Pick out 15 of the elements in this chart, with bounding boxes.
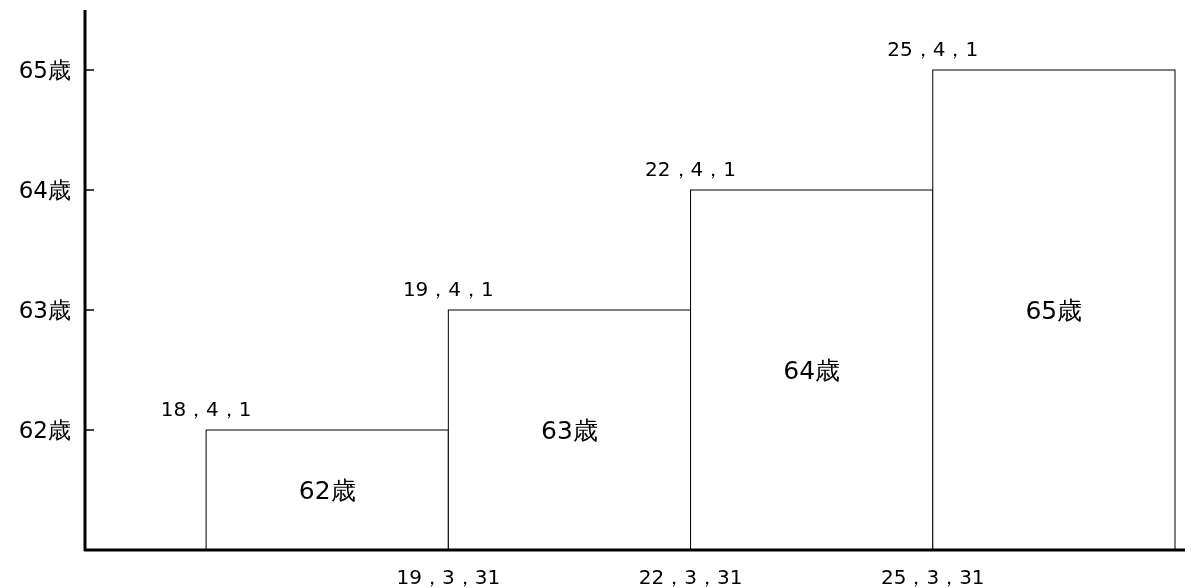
data-label: 65歳 — [1025, 296, 1083, 325]
data-label: 63歳 — [541, 416, 598, 445]
text: 19，3，31 — [396, 565, 501, 588]
annotation: 18，4，1 — [160, 397, 252, 421]
y-tick-label: 65歳 — [18, 57, 71, 83]
data-label: 62歳 — [298, 476, 356, 505]
annotation: 25，4，1 — [887, 37, 979, 61]
y-tick-label: 64歳 — [18, 177, 71, 203]
data-label: 64歳 — [783, 356, 841, 385]
text: 22，3，31 — [638, 565, 743, 588]
annotation: 19，4，1 — [402, 277, 494, 301]
y-tick-label: 63歳 — [18, 297, 71, 323]
text: 25，3，31 — [880, 565, 985, 588]
y-tick-label: 62歳 — [18, 417, 71, 443]
annotation: 22，4，1 — [645, 157, 737, 181]
